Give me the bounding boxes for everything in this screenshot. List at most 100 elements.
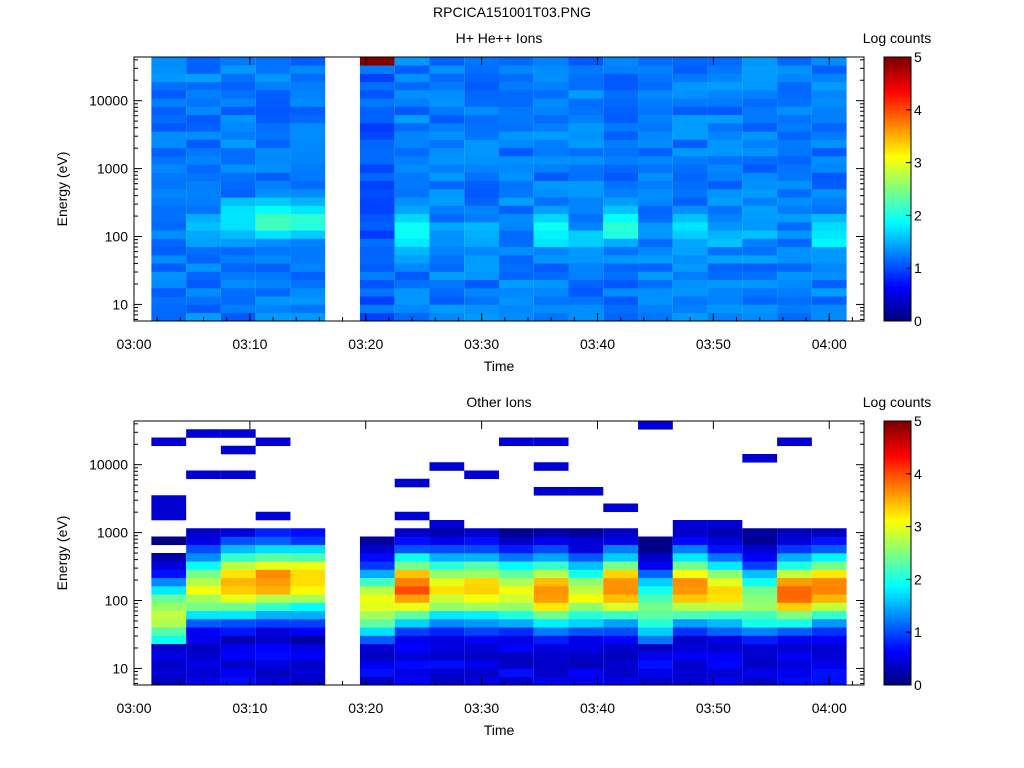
heatmap-cell: [568, 197, 604, 206]
heatmap-cell: [533, 139, 569, 149]
heatmap-cell: [220, 123, 256, 132]
heatmap-cell: [499, 271, 534, 281]
heatmap-cell: [255, 123, 291, 132]
heatmap-cell: [464, 205, 499, 215]
heatmap-cell: [186, 288, 221, 297]
heatmap-cell: [811, 213, 847, 223]
colorbar-segment: [884, 99, 911, 103]
heatmap-cell: [742, 610, 778, 620]
heatmap-cell: [707, 312, 743, 322]
heatmap-cell: [777, 635, 812, 645]
heatmap-cell: [707, 73, 743, 83]
colorbar-segment: [884, 626, 911, 630]
heatmap-cell: [394, 123, 430, 132]
heatmap-cell: [499, 288, 534, 297]
heatmap-cell: [811, 652, 847, 661]
heatmap-cell: [638, 57, 673, 66]
heatmap-cell: [394, 263, 430, 272]
heatmap-cell: [499, 238, 534, 248]
heatmap-cell: [359, 676, 395, 686]
heatmap-cell: [220, 271, 256, 281]
heatmap-cell: [707, 544, 743, 554]
heatmap-cell: [394, 81, 430, 91]
heatmap-cell: [464, 106, 499, 116]
colorbar-segment: [884, 212, 911, 216]
heatmap-cell: [394, 230, 430, 239]
heatmap-cell: [499, 561, 534, 570]
heatmap-cell: [707, 106, 743, 116]
heatmap-cell: [359, 213, 395, 223]
heatmap-cell: [220, 255, 256, 264]
heatmap-cell: [638, 643, 673, 653]
heatmap-cell: [151, 57, 187, 66]
heatmap-cell: [672, 90, 708, 99]
heatmap-cell: [777, 652, 812, 661]
colorbar-segment: [884, 123, 911, 127]
heatmap-cell: [464, 668, 499, 678]
heatmap-cell: [220, 238, 256, 248]
heatmap-cell: [186, 627, 221, 636]
heatmap-cell: [290, 139, 326, 149]
colorbar-segment: [884, 455, 911, 459]
heatmap-cell: [429, 131, 465, 140]
heatmap-cell: [464, 635, 499, 645]
heatmap-cell: [255, 238, 291, 248]
heatmap-cell: [707, 271, 743, 281]
heatmap-cell: [220, 81, 256, 91]
heatmap-cell: [742, 222, 778, 231]
colorbar-segment: [884, 265, 911, 269]
heatmap-cell: [672, 65, 708, 74]
heatmap-cell: [255, 511, 291, 521]
heatmap-cell: [777, 296, 812, 305]
heatmap-cell: [707, 676, 743, 686]
heatmap-cell: [811, 114, 847, 124]
heatmap-cell: [464, 90, 499, 99]
heatmap-cell: [151, 271, 187, 281]
heatmap-cell: [672, 246, 708, 256]
heatmap-cell: [359, 586, 395, 595]
colorbar-segment: [884, 502, 911, 506]
heatmap-cell: [290, 271, 326, 281]
heatmap-cell: [742, 156, 778, 165]
heatmap-cell: [707, 57, 743, 66]
heatmap-cell: [394, 189, 430, 198]
heatmap-cell: [359, 304, 395, 314]
heatmap-cell: [568, 594, 604, 603]
heatmap-cell: [151, 81, 187, 91]
colorbar-label: Log counts: [863, 30, 932, 46]
heatmap-cell: [290, 65, 326, 74]
heatmap-cell: [151, 279, 187, 289]
heatmap-cell: [464, 164, 499, 173]
heatmap-cell: [394, 98, 430, 107]
heatmap-cell: [568, 131, 604, 140]
heatmap-cell: [394, 528, 430, 537]
heatmap-cell: [742, 668, 778, 678]
heatmap-cell: [186, 255, 221, 264]
heatmap-cell: [811, 263, 847, 272]
heatmap-cell: [359, 197, 395, 206]
heatmap-cell: [638, 180, 673, 190]
heatmap-cell: [186, 73, 221, 83]
heatmap-cell: [568, 114, 604, 124]
heatmap-cell: [707, 288, 743, 297]
heatmap-cell: [811, 668, 847, 678]
heatmap-cell: [603, 561, 639, 570]
colorbar-segment: [884, 523, 911, 527]
heatmap-cell: [359, 619, 395, 628]
heatmap-cell: [359, 561, 395, 570]
heatmap-cell: [499, 65, 534, 74]
heatmap-cell: [568, 213, 604, 223]
heatmap-cell: [707, 197, 743, 206]
heatmap-cell: [707, 660, 743, 669]
heatmap-cell: [151, 296, 187, 305]
colorbar-segment: [884, 215, 911, 219]
heatmap-cell: [742, 296, 778, 305]
heatmap-cell: [742, 106, 778, 116]
heatmap-cell: [499, 139, 534, 149]
heatmap-cell: [359, 156, 395, 165]
heatmap-cell: [394, 164, 430, 173]
colorbar-tick-label: 4: [914, 102, 922, 118]
heatmap-cell: [464, 255, 499, 264]
heatmap-cell: [464, 213, 499, 223]
heatmap-cell: [811, 553, 847, 562]
